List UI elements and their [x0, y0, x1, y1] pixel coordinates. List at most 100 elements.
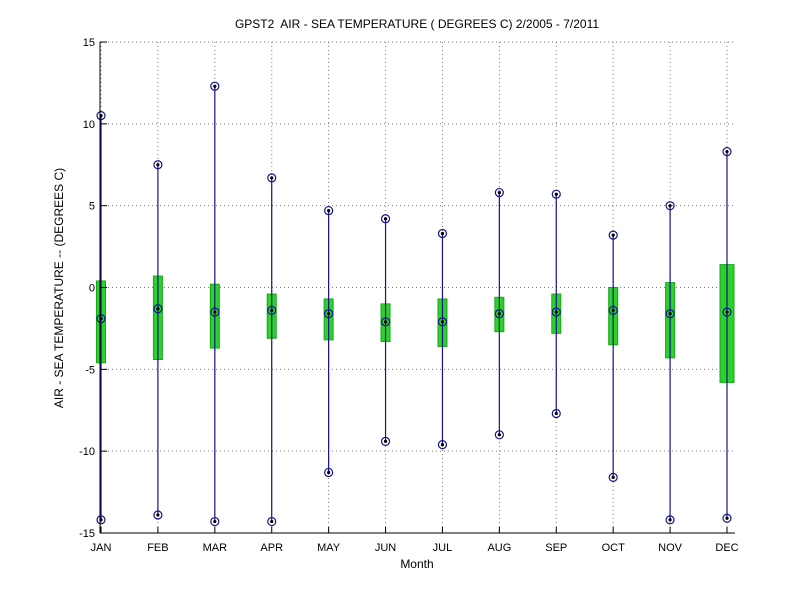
mean-marker-dot	[156, 307, 160, 311]
x-tick-label-month: DEC	[715, 542, 738, 554]
max-marker-dot	[497, 190, 501, 195]
gridlines	[100, 41, 735, 533]
min-max-whiskers	[100, 86, 728, 522]
max-marker-ring	[722, 147, 732, 157]
max-marker-ring	[494, 187, 504, 198]
max-marker-ring	[210, 81, 220, 91]
max-marker-dot	[668, 204, 672, 208]
min-marker-dot	[327, 470, 331, 475]
y-tick-label: 5	[89, 201, 95, 213]
min-marker-ring	[722, 513, 732, 523]
max-marker-dot	[725, 150, 729, 154]
max-marker-dot	[270, 176, 274, 180]
data-markers	[96, 81, 732, 527]
mean-marker-dot	[497, 312, 501, 316]
min-marker-ring	[324, 467, 334, 478]
x-tick-label-month: JUL	[433, 542, 453, 554]
min-marker-dot	[270, 519, 274, 524]
max-marker-dot	[554, 192, 558, 196]
max-marker-dot	[213, 84, 217, 88]
mean-marker-dot	[383, 320, 388, 324]
y-tick-label: 10	[83, 119, 95, 131]
x-axis-label: Month	[400, 557, 433, 571]
x-tick-label-month: FEB	[147, 542, 168, 554]
max-marker-ring	[608, 230, 618, 240]
max-marker-dot	[611, 233, 615, 237]
max-marker-ring	[380, 214, 391, 224]
mean-marker-ring	[437, 317, 448, 327]
mean-marker-dot	[213, 310, 217, 314]
max-marker-dot	[156, 163, 160, 167]
min-marker-dot	[383, 439, 388, 443]
mean-marker-dot	[270, 308, 274, 313]
x-tick-label-month: AUG	[487, 542, 511, 554]
mean-marker-ring	[324, 309, 334, 319]
mean-marker-ring	[267, 305, 277, 316]
x-tick-label-month: APR	[260, 542, 283, 554]
min-marker-ring	[665, 515, 675, 525]
min-marker-ring	[437, 440, 448, 450]
y-tick-label: -15	[79, 528, 95, 540]
mean-marker-dot	[440, 320, 445, 324]
min-marker-dot	[668, 518, 672, 522]
min-marker-ring	[210, 516, 220, 527]
min-marker-ring	[494, 430, 504, 440]
min-marker-dot	[725, 516, 729, 520]
y-tick-label: -5	[85, 364, 95, 376]
axes	[99, 42, 735, 534]
max-marker-ring	[153, 160, 163, 170]
y-tick-label: 0	[89, 283, 95, 295]
max-marker-ring	[324, 205, 334, 216]
x-tick-label-month: SEP	[545, 542, 567, 554]
x-tick-label-month: NOV	[658, 542, 683, 554]
mean-marker-ring	[608, 305, 618, 316]
mean-marker-ring	[380, 317, 391, 327]
tick-labels: 15 10 5 0 -5 -10 -15 JAN FEB MAR APR MAY JUN JUL AUG SE…	[79, 37, 739, 554]
max-marker-ring	[665, 201, 675, 211]
x-tick-label-month: MAR	[203, 542, 228, 554]
x-tick-label-month: OCT	[602, 542, 626, 554]
min-marker-dot	[440, 443, 445, 447]
mean-marker-ring	[96, 313, 106, 324]
min-marker-ring	[267, 516, 277, 527]
mean-marker-dot	[554, 310, 558, 314]
min-marker-dot	[156, 513, 160, 517]
tick-marks	[100, 41, 728, 534]
min-marker-ring	[608, 472, 618, 482]
mean-marker-ring	[551, 307, 561, 317]
min-marker-dot	[213, 519, 217, 524]
mean-marker-ring	[722, 307, 732, 317]
mean-marker-ring	[665, 309, 675, 319]
min-marker-dot	[497, 433, 501, 437]
min-marker-ring	[96, 515, 106, 525]
mean-marker-dot	[725, 310, 729, 314]
max-marker-dot	[440, 231, 445, 236]
mean-marker-dot	[668, 312, 672, 316]
mean-marker-ring	[210, 307, 220, 317]
min-marker-dot	[554, 411, 558, 416]
max-marker-ring	[437, 228, 448, 239]
mean-marker-dot	[611, 308, 615, 313]
mean-marker-ring	[494, 309, 504, 319]
max-marker-dot	[327, 208, 331, 213]
x-tick-label-month: JAN	[91, 542, 112, 554]
x-tick-label-month: JUN	[375, 542, 396, 554]
min-marker-ring	[380, 436, 391, 446]
chart-title: GPST2 AIR - SEA TEMPERATURE ( DEGREES C)…	[235, 17, 599, 31]
min-marker-dot	[611, 475, 615, 479]
min-marker-ring	[551, 408, 561, 419]
max-marker-dot	[383, 217, 388, 221]
min-marker-ring	[153, 510, 163, 520]
y-tick-label: -10	[79, 446, 95, 458]
std-range-boxes	[96, 264, 735, 383]
mean-marker-ring	[153, 304, 163, 314]
y-tick-label: 15	[83, 37, 95, 49]
max-marker-ring	[96, 111, 106, 121]
max-marker-ring	[267, 173, 277, 183]
mean-marker-dot	[327, 312, 331, 316]
max-marker-ring	[551, 189, 561, 199]
x-tick-label-month: MAY	[317, 542, 341, 554]
y-axis-label: AIR - SEA TEMPERATURE -- (DEGREES C)	[52, 168, 66, 408]
